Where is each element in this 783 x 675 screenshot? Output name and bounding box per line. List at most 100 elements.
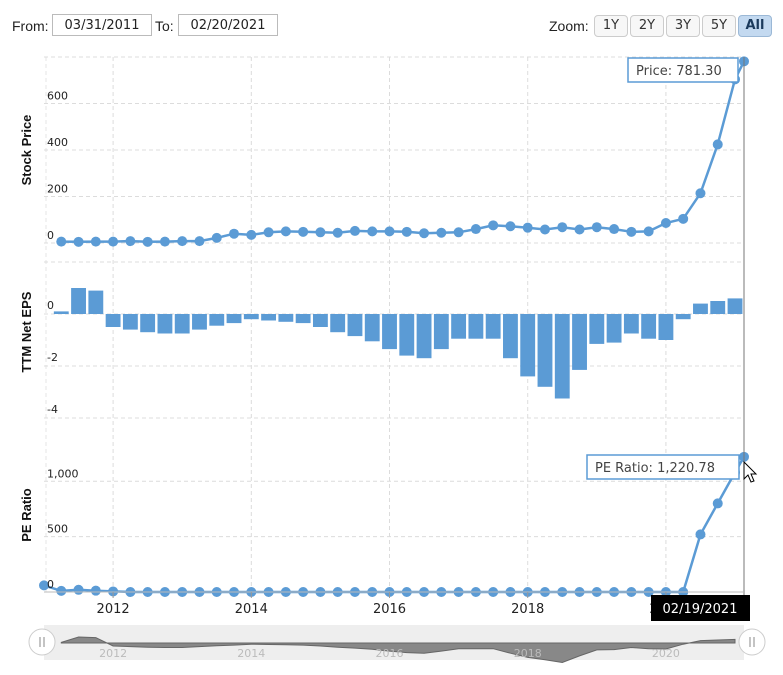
price-point: [401, 226, 412, 237]
y-tick-label: -2: [47, 351, 58, 364]
price-point: [125, 236, 136, 247]
price-point: [349, 225, 360, 236]
eps-bar: [295, 314, 311, 324]
price-point: [280, 226, 291, 237]
price-point: [591, 222, 602, 233]
to-date-input[interactable]: [178, 14, 278, 36]
eps-bar: [572, 314, 587, 370]
from-date-input[interactable]: [52, 14, 152, 36]
price-point: [73, 236, 84, 247]
pe-ratio-point: [90, 585, 101, 596]
eps-bar: [451, 314, 467, 339]
price-point: [56, 236, 67, 247]
price-tooltip: [627, 57, 739, 83]
eps-bar: [623, 314, 639, 334]
eps-bar: [157, 314, 173, 334]
eps-bar: [485, 314, 501, 339]
navigator-tick-label: 2016: [376, 647, 404, 660]
price-point: [367, 226, 378, 237]
pe-ratio-point: [73, 584, 84, 595]
eps-bar: [727, 298, 743, 314]
navigator-tick-label: 2014: [237, 647, 265, 660]
eps-bar: [347, 314, 363, 337]
eps-bar: [433, 314, 449, 350]
eps-bar: [364, 314, 380, 342]
price-point: [643, 226, 654, 237]
y-tick-label: 600: [47, 90, 68, 103]
pe-ratio-point: [39, 580, 49, 591]
toolbar: From: To: Zoom: 1Y 2Y 3Y 5Y All: [0, 0, 783, 52]
eps-bar: [278, 314, 294, 322]
price-point: [332, 227, 343, 238]
price-point: [695, 188, 706, 199]
price-point: [298, 226, 309, 237]
eps-bar: [710, 301, 726, 314]
x-tick-label: 2016: [373, 602, 406, 617]
price-point: [609, 224, 620, 235]
price-point: [211, 232, 222, 243]
x-tick-label: 2018: [511, 602, 544, 617]
navigator[interactable]: 2012 2014 2016 2018 2020: [28, 625, 766, 664]
to-label: To:: [155, 18, 174, 34]
price-point: [419, 228, 430, 239]
price-point: [194, 236, 205, 247]
price-tooltip-text: Price: 781.30: [636, 64, 722, 79]
current-date-text: 02/19/2021: [663, 602, 738, 617]
price-point: [384, 226, 395, 237]
zoom-all-button[interactable]: All: [738, 15, 772, 37]
zoom-1y-button[interactable]: 1Y: [594, 15, 628, 37]
current-date-badge: [651, 595, 750, 621]
eps-bar: [53, 311, 69, 314]
zoom-3y-button[interactable]: 3Y: [666, 15, 700, 37]
eps-bar: [88, 290, 104, 314]
eps-bar: [520, 314, 536, 377]
pe-ratio-point: [56, 585, 67, 596]
eps-bar: [105, 314, 121, 327]
y-tick-label: -4: [47, 403, 58, 416]
price-point: [712, 139, 723, 150]
eps-bar: [416, 314, 432, 359]
eps-bar: [382, 314, 397, 350]
y-axis-title: TTM Net EPS: [19, 291, 34, 372]
zoom-2y-button[interactable]: 2Y: [630, 15, 664, 37]
y-tick-label: 200: [47, 183, 68, 196]
eps-bar: [330, 314, 346, 333]
pe-ratio-point: [712, 498, 723, 509]
navigator-right-handle[interactable]: [738, 628, 766, 656]
price-point: [90, 236, 101, 247]
zoom-label: Zoom:: [549, 18, 589, 34]
eps-bar: [243, 314, 259, 320]
eps-bar: [261, 314, 277, 321]
eps-bar: [399, 314, 415, 356]
price-point: [626, 226, 637, 237]
price-point: [678, 213, 689, 224]
eps-bars: [53, 288, 743, 399]
eps-bar: [606, 314, 622, 343]
eps-bar: [589, 314, 605, 344]
price-point: [246, 229, 257, 240]
eps-bar: [192, 314, 207, 330]
pe-tooltip: [586, 454, 740, 480]
price-point: [159, 236, 170, 247]
eps-bar: [140, 314, 156, 333]
zoom-5y-button[interactable]: 5Y: [702, 15, 736, 37]
x-tick-label: 2014: [235, 602, 268, 617]
price-point: [142, 236, 153, 247]
navigator-tick-label: 2018: [514, 647, 542, 660]
price-point: [505, 221, 516, 232]
eps-bar: [312, 314, 328, 327]
price-point: [229, 228, 240, 239]
y-axis-title: PE Ratio: [19, 488, 34, 542]
navigator-left-handle[interactable]: [28, 628, 56, 656]
navigator-area: [60, 636, 736, 664]
navigator-tick-label: 2012: [99, 647, 127, 660]
eps-bar: [122, 314, 138, 330]
from-label: From:: [12, 18, 49, 34]
price-point: [453, 227, 464, 238]
eps-bar: [693, 303, 708, 314]
mouse-cursor-icon: [743, 460, 758, 483]
price-point: [177, 236, 188, 247]
pe-ratio-point: [695, 529, 706, 540]
y-tick-label: 0: [47, 229, 54, 242]
